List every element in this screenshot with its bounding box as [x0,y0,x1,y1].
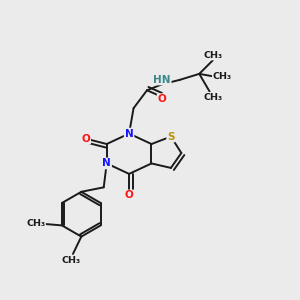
Text: CH₃: CH₃ [62,256,81,265]
Text: S: S [167,132,175,142]
Text: CH₃: CH₃ [204,50,223,59]
Text: HN: HN [153,74,171,85]
Text: O: O [158,94,166,104]
Text: CH₃: CH₃ [26,219,45,228]
Text: O: O [125,190,134,200]
Text: O: O [81,134,90,144]
Text: N: N [102,158,111,168]
Text: CH₃: CH₃ [213,72,232,81]
Text: N: N [125,129,134,139]
Text: CH₃: CH₃ [203,93,222,102]
